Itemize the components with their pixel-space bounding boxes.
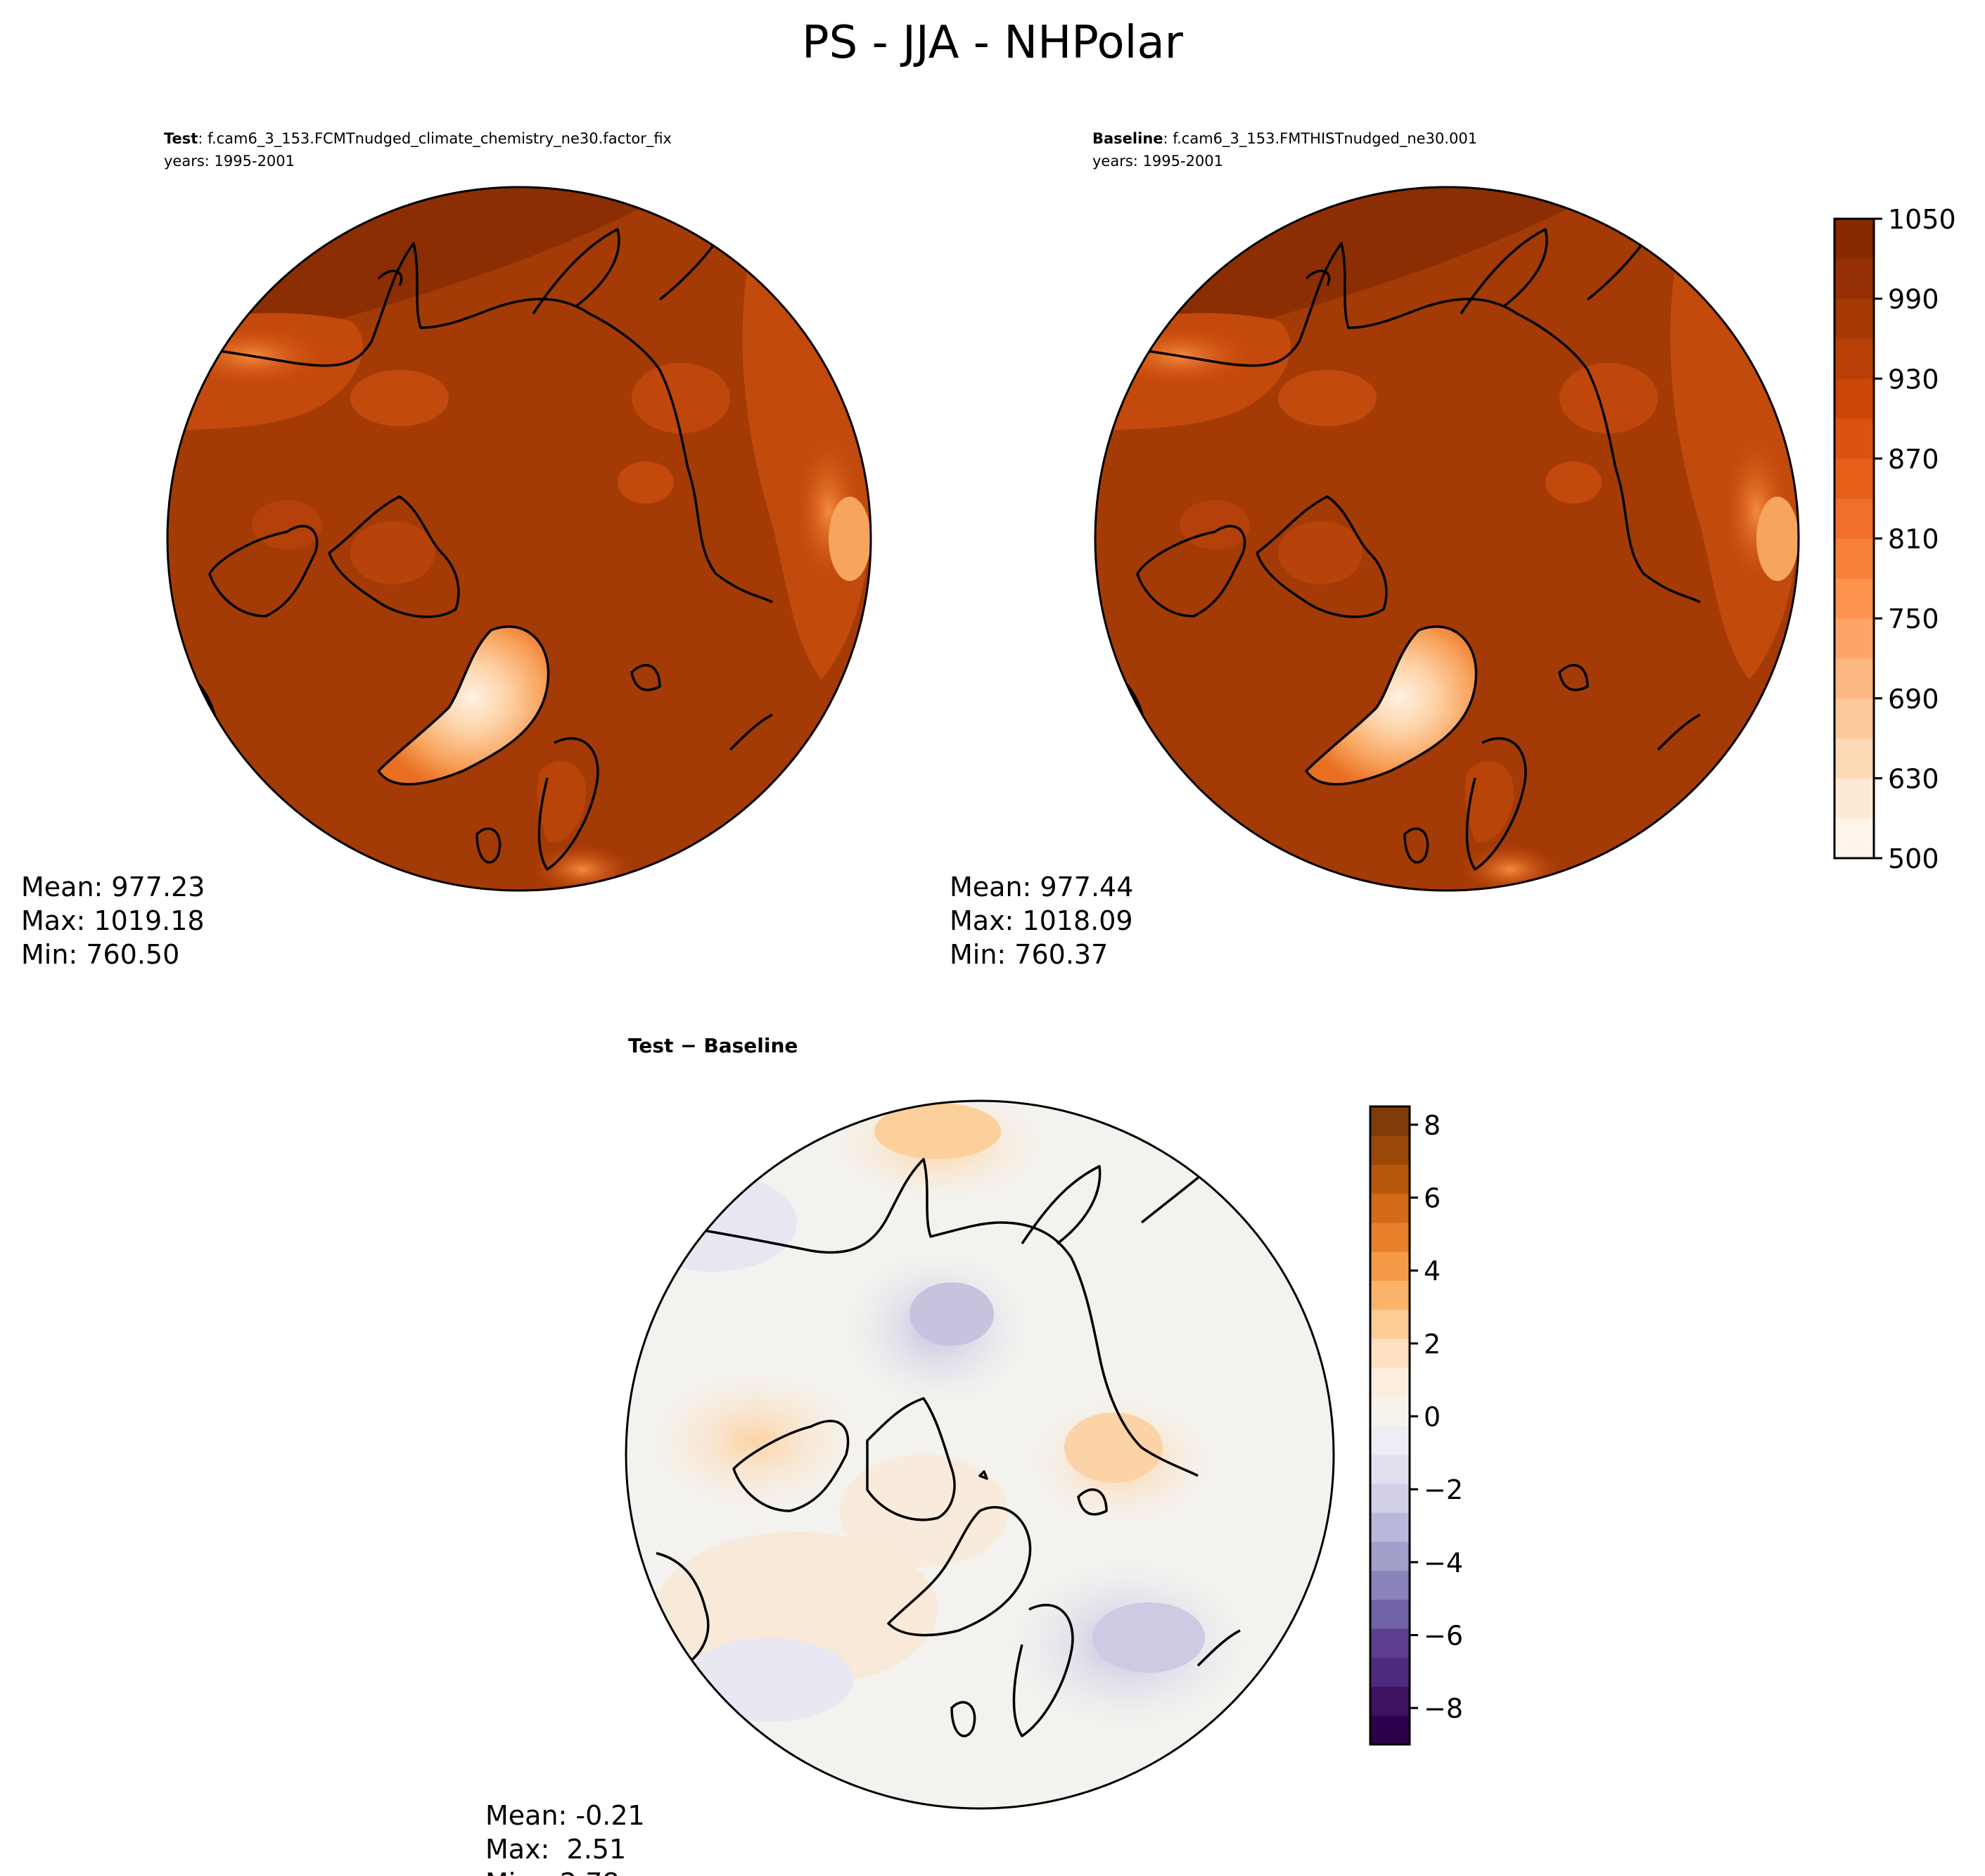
diff-colorbar-box <box>1370 1367 1410 1397</box>
ps-colorbar-box <box>1834 419 1874 459</box>
ps-colorbar-box <box>1834 219 1874 260</box>
ps-colorbar-tick-label: 630 <box>1888 763 1939 794</box>
test-mean: Mean: 977.23 <box>21 872 205 902</box>
diff-colorbar-box <box>1370 1570 1410 1600</box>
ps-colorbar-box <box>1834 458 1874 499</box>
diff-colorbar-box <box>1370 1512 1410 1542</box>
diff-colorbar-box <box>1370 1425 1410 1455</box>
diff-colorbar-tick-label: −2 <box>1424 1474 1463 1505</box>
diff-colorbar-box <box>1370 1628 1410 1658</box>
ps-colorbar-box <box>1834 738 1874 779</box>
diff-colorbar-tick-label: −8 <box>1424 1693 1463 1724</box>
diff-colorbar-box <box>1370 1106 1410 1136</box>
diff-max: Max: 2.51 <box>485 1834 626 1865</box>
ps-colorbar-box <box>1834 778 1874 819</box>
diff-colorbar-box <box>1370 1454 1410 1484</box>
test-map <box>166 186 872 892</box>
test-panel: Test: f.cam6_3_153.FCMTnudged_climate_ch… <box>21 130 872 970</box>
diff-colorbar-tick-label: −6 <box>1424 1621 1463 1652</box>
baseline-years: years: 1995-2001 <box>1092 153 1223 170</box>
diff-colorbar: 8 6 4 2 0 −2 −4 −6 −8 <box>1369 1105 1463 1746</box>
figure-title: PS - JJA - NHPolar <box>802 17 1184 69</box>
diff-colorbar-box <box>1370 1222 1410 1252</box>
diff-colorbar-tick-label: 4 <box>1424 1256 1441 1287</box>
ps-colorbar-box <box>1834 698 1874 739</box>
ps-colorbar-box <box>1834 338 1874 379</box>
ps-colorbar-box <box>1834 258 1874 300</box>
diff-colorbar-box <box>1370 1715 1410 1745</box>
ps-colorbar-box <box>1834 658 1874 699</box>
diff-colorbar-box <box>1370 1599 1410 1629</box>
baseline-map <box>1094 186 1800 892</box>
diff-panel: Test − Baseline Mean: -0.21 Max: 2.51 Mi… <box>485 1034 1335 1876</box>
test-label: Test <box>164 130 198 147</box>
diff-colorbar-box <box>1370 1686 1410 1716</box>
ps-colorbar-tick-label: 750 <box>1888 604 1939 634</box>
baseline-panel: Baseline: f.cam6_3_153.FMTHISTnudged_ne3… <box>950 130 1800 970</box>
baseline-mean: Mean: 977.44 <box>950 872 1133 902</box>
diff-colorbar-box <box>1370 1309 1410 1339</box>
ps-colorbar-box <box>1834 298 1874 339</box>
diff-colorbar-box <box>1370 1396 1410 1426</box>
diff-colorbar-tick-label: 6 <box>1424 1183 1441 1214</box>
ps-colorbar-box <box>1834 538 1874 579</box>
baseline-label: Baseline <box>1092 130 1163 147</box>
ps-colorbar-box <box>1834 498 1874 539</box>
ps-colorbar-tick-label: 870 <box>1888 444 1939 475</box>
ps-colorbar: 500 630 690 750 810 870 930 990 1050 <box>1833 204 1956 874</box>
test-panel-header: Test: f.cam6_3_153.FCMTnudged_climate_ch… <box>164 130 672 148</box>
diff-min: Min: -2.78 <box>485 1868 620 1876</box>
baseline-case-name: : f.cam6_3_153.FMTHISTnudged_ne30.001 <box>1163 130 1478 148</box>
diff-colorbar-box <box>1370 1280 1410 1310</box>
ps-colorbar-box <box>1834 578 1874 619</box>
baseline-max: Max: 1018.09 <box>950 905 1133 936</box>
diff-colorbar-box <box>1370 1657 1410 1687</box>
diff-colorbar-box <box>1370 1193 1410 1223</box>
diff-colorbar-tick-label: 2 <box>1424 1329 1441 1360</box>
test-years: years: 1995-2001 <box>164 153 295 170</box>
diff-colorbar-box <box>1370 1541 1410 1571</box>
baseline-min: Min: 760.37 <box>950 939 1108 970</box>
diff-colorbar-box <box>1370 1135 1410 1165</box>
ps-colorbar-tick-label: 500 <box>1888 843 1939 874</box>
diff-mean: Mean: -0.21 <box>485 1800 645 1831</box>
diff-colorbar-box <box>1370 1338 1410 1368</box>
ps-colorbar-tick-label: 990 <box>1888 284 1939 315</box>
test-max: Max: 1019.18 <box>21 905 205 936</box>
diff-colorbar-tick-label: 8 <box>1424 1110 1441 1141</box>
baseline-panel-header: Baseline: f.cam6_3_153.FMTHISTnudged_ne3… <box>1092 130 1477 148</box>
diff-colorbar-outline <box>1369 1105 1411 1746</box>
ps-colorbar-tick-label: 1050 <box>1888 204 1956 235</box>
ps-colorbar-tick-label: 810 <box>1888 524 1939 555</box>
ps-colorbar-tick-label: 690 <box>1888 684 1939 715</box>
diff-colorbar-tick-label: 0 <box>1424 1402 1441 1433</box>
diff-colorbar-box <box>1370 1251 1410 1281</box>
diff-colorbar-box <box>1370 1483 1410 1513</box>
ps-colorbar-tick-label: 930 <box>1888 364 1939 395</box>
diff-colorbar-tick-label: −4 <box>1424 1548 1463 1578</box>
diff-colorbar-box <box>1370 1164 1410 1194</box>
ps-colorbar-box <box>1834 818 1874 859</box>
diff-map <box>625 1099 1335 1810</box>
test-case-name: : f.cam6_3_153.FCMTnudged_climate_chemis… <box>198 130 672 148</box>
ps-colorbar-box <box>1834 618 1874 659</box>
test-min: Min: 760.50 <box>21 939 179 970</box>
diff-label: Test − Baseline <box>628 1034 798 1057</box>
ps-colorbar-box <box>1834 378 1874 419</box>
